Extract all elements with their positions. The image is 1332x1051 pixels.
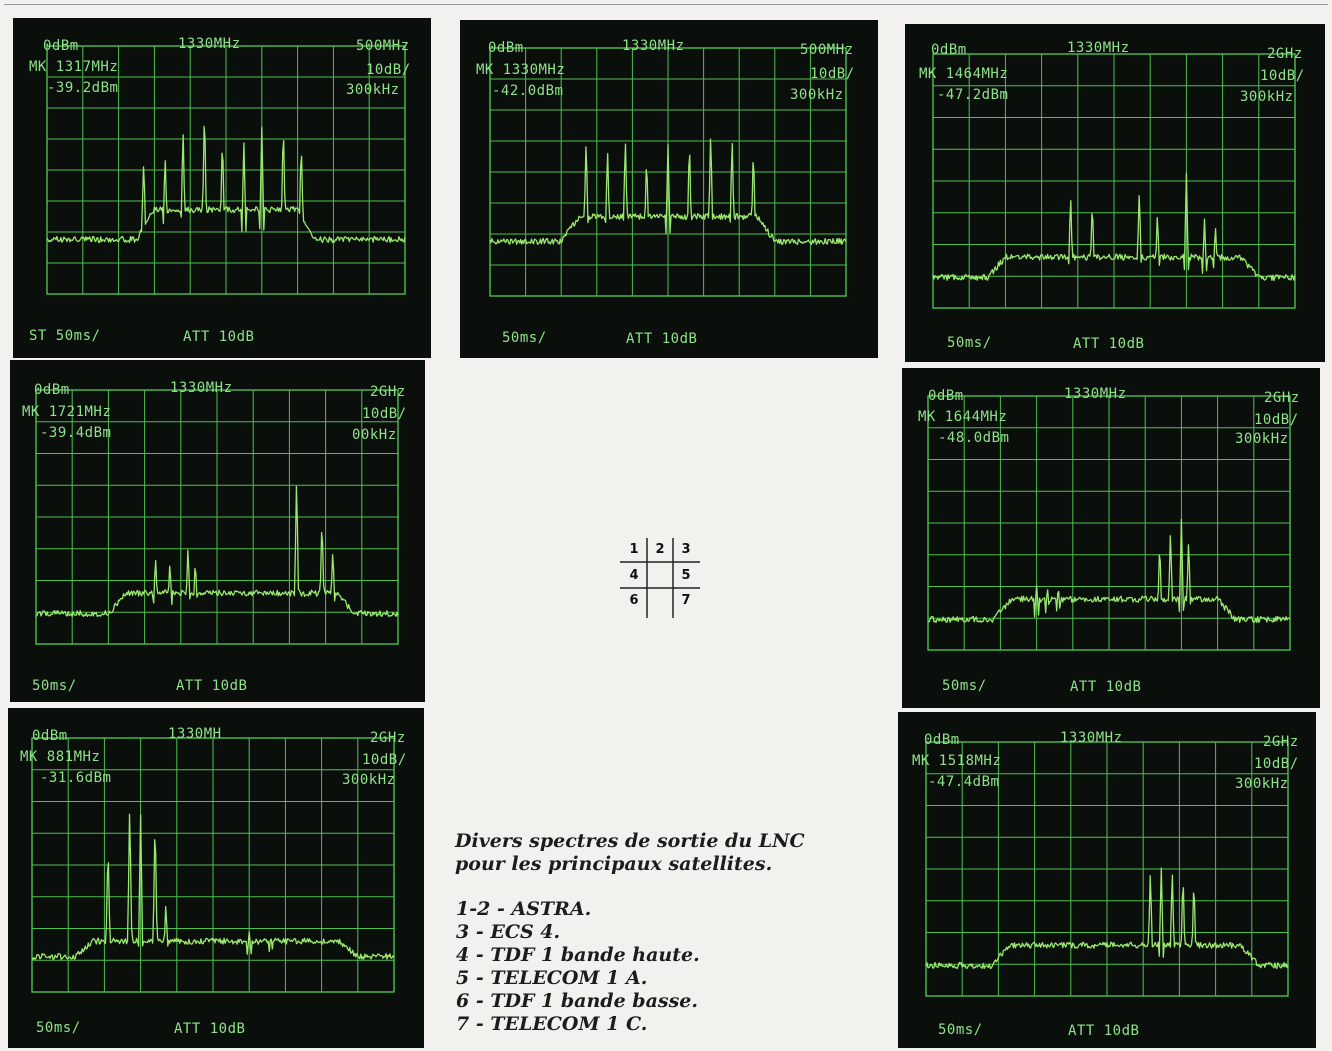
marker-level: -31.6dBm (40, 770, 112, 786)
legend-item: 1-2 - ASTRA. (456, 898, 592, 920)
rbw: 300kHz (790, 87, 844, 103)
span: 2GHz (1263, 734, 1299, 750)
vertical-scale: 10dB/ (362, 752, 407, 768)
marker-freq: MK 881MHz (20, 749, 101, 765)
key-grid-lines (620, 538, 700, 618)
span: 500MHz (356, 38, 410, 54)
vertical-scale: 10dB/ (1260, 68, 1305, 84)
center-freq: 1330MHz (170, 380, 233, 396)
ref-level: 0dBm (924, 732, 960, 748)
legend-item: 4 - TDF 1 bande haute. (456, 944, 700, 966)
attenuation: ATT 10dB (626, 331, 698, 347)
vertical-scale: 10dB/ (362, 406, 407, 422)
caption-line-1: Divers spectres de sortie du LNC (455, 830, 805, 852)
legend-item: 6 - TDF 1 bande basse. (456, 990, 698, 1012)
sweep-time: 50ms/ (938, 1022, 983, 1038)
sweep-time: 50ms/ (942, 678, 987, 694)
marker-freq: MK 1330MHz (476, 62, 566, 78)
marker-level: -48.0dBm (938, 430, 1010, 446)
spectrum-screen-7: 0dBm 1330MHz 2GHz MK 1518MHz -47.4dBm 10… (898, 712, 1316, 1048)
key-cell-1: 1 (629, 542, 639, 557)
center-freq: 1330MHz (622, 38, 685, 54)
spectrum-plot-7 (925, 741, 1289, 997)
attenuation: ATT 10dB (1068, 1023, 1140, 1039)
rbw: 00kHz (352, 427, 397, 443)
ref-level: 0dBm (928, 388, 964, 404)
key-cell-3: 3 (681, 542, 691, 557)
center-freq: 1330MH (168, 726, 222, 742)
attenuation: ATT 10dB (1073, 336, 1145, 352)
spectrum-screen-5: 0dBm 1330MHz 2GHz MK 1644MHz -48.0dBm 10… (902, 368, 1320, 708)
attenuation: ATT 10dB (1070, 679, 1142, 695)
spectrum-plot-2 (489, 47, 847, 297)
marker-level: -47.4dBm (928, 774, 1000, 790)
key-cell-7: 7 (681, 593, 691, 608)
key-cell-5: 5 (681, 568, 691, 583)
layout-key-grid: 1 2 3 4 5 6 7 (620, 538, 700, 618)
center-freq: 1330MHz (1060, 730, 1123, 746)
spectrum-screen-1: 0dBm 1330MHz 500MHz MK 1317MHz -39.2dBm … (13, 18, 431, 358)
key-cell-2: 2 (655, 542, 665, 557)
rbw: 300kHz (346, 82, 400, 98)
spectrum-plot-4 (35, 389, 399, 645)
key-cell-6: 6 (629, 593, 639, 608)
span: 2GHz (1264, 390, 1300, 406)
legend-item: 7 - TELECOM 1 C. (456, 1013, 648, 1035)
sweep-time: ST 50ms/ (29, 328, 101, 344)
spectrum-plot-6 (31, 737, 395, 993)
figure-caption: Divers spectres de sortie du LNC pour le… (455, 830, 895, 876)
spectrum-screen-3: 0dBm 1330MHz 2GHz MK 1464MHz -47.2dBm 10… (905, 24, 1325, 362)
marker-level: -42.0dBm (492, 83, 564, 99)
span: 2GHz (1267, 46, 1303, 62)
rbw: 300kHz (1240, 89, 1294, 105)
spectrum-screen-6: 0dBm 1330MH 2GHz MK 881MHz -31.6dBm 10dB… (8, 708, 424, 1048)
legend-item: 5 - TELECOM 1 A. (456, 967, 648, 989)
ref-level: 0dBm (32, 728, 68, 744)
ref-level: 0dBm (34, 382, 70, 398)
vertical-scale: 10dB/ (1254, 412, 1299, 428)
sweep-time: 50ms/ (32, 678, 77, 694)
center-freq: 1330MHz (1067, 40, 1130, 56)
spectrum-plot-5 (927, 395, 1291, 651)
sweep-time: 50ms/ (502, 330, 547, 346)
marker-freq: MK 1518MHz (912, 753, 1002, 769)
vertical-scale: 10dB/ (1254, 756, 1299, 772)
marker-level: -47.2dBm (937, 87, 1009, 103)
vertical-scale: 10dB/ (810, 66, 855, 82)
marker-freq: MK 1317MHz (29, 59, 119, 75)
rbw: 300kHz (1235, 776, 1289, 792)
marker-level: -39.2dBm (47, 80, 119, 96)
rbw: 300kHz (342, 772, 396, 788)
spectrum-plot-3 (932, 53, 1296, 309)
marker-level: -39.4dBm (40, 425, 112, 441)
caption-line-2: pour les principaux satellites. (455, 853, 773, 875)
span: 500MHz (800, 42, 854, 58)
key-cell-4: 4 (629, 568, 639, 583)
center-freq: 1330MHz (1064, 386, 1127, 402)
attenuation: ATT 10dB (176, 678, 248, 694)
ref-level: 0dBm (488, 40, 524, 56)
center-freq: 1330MHz (178, 36, 241, 52)
vertical-scale: 10dB/ (366, 62, 411, 78)
attenuation: ATT 10dB (174, 1021, 246, 1037)
spectrum-plot-1 (46, 45, 406, 295)
spectrum-screen-4: 0dBm 1330MHz 2GHz MK 1721MHz -39.4dBm 10… (10, 360, 425, 702)
spectrum-screen-2: 0dBm 1330MHz 500MHz MK 1330MHz -42.0dBm … (460, 20, 878, 358)
rbw: 300kHz (1235, 431, 1289, 447)
satellite-legend: 1-2 - ASTRA. 3 - ECS 4. 4 - TDF 1 bande … (456, 898, 700, 1036)
marker-freq: MK 1721MHz (22, 404, 112, 420)
span: 2GHz (370, 384, 406, 400)
sweep-time: 50ms/ (947, 335, 992, 351)
span: 2GHz (370, 730, 406, 746)
marker-freq: MK 1644MHz (918, 409, 1008, 425)
marker-freq: MK 1464MHz (919, 66, 1009, 82)
sweep-time: 50ms/ (36, 1020, 81, 1036)
page-frame (4, 4, 1328, 1047)
legend-item: 3 - ECS 4. (456, 921, 561, 943)
attenuation: ATT 10dB (183, 329, 255, 345)
ref-level: 0dBm (43, 38, 79, 54)
ref-level: 0dBm (931, 42, 967, 58)
